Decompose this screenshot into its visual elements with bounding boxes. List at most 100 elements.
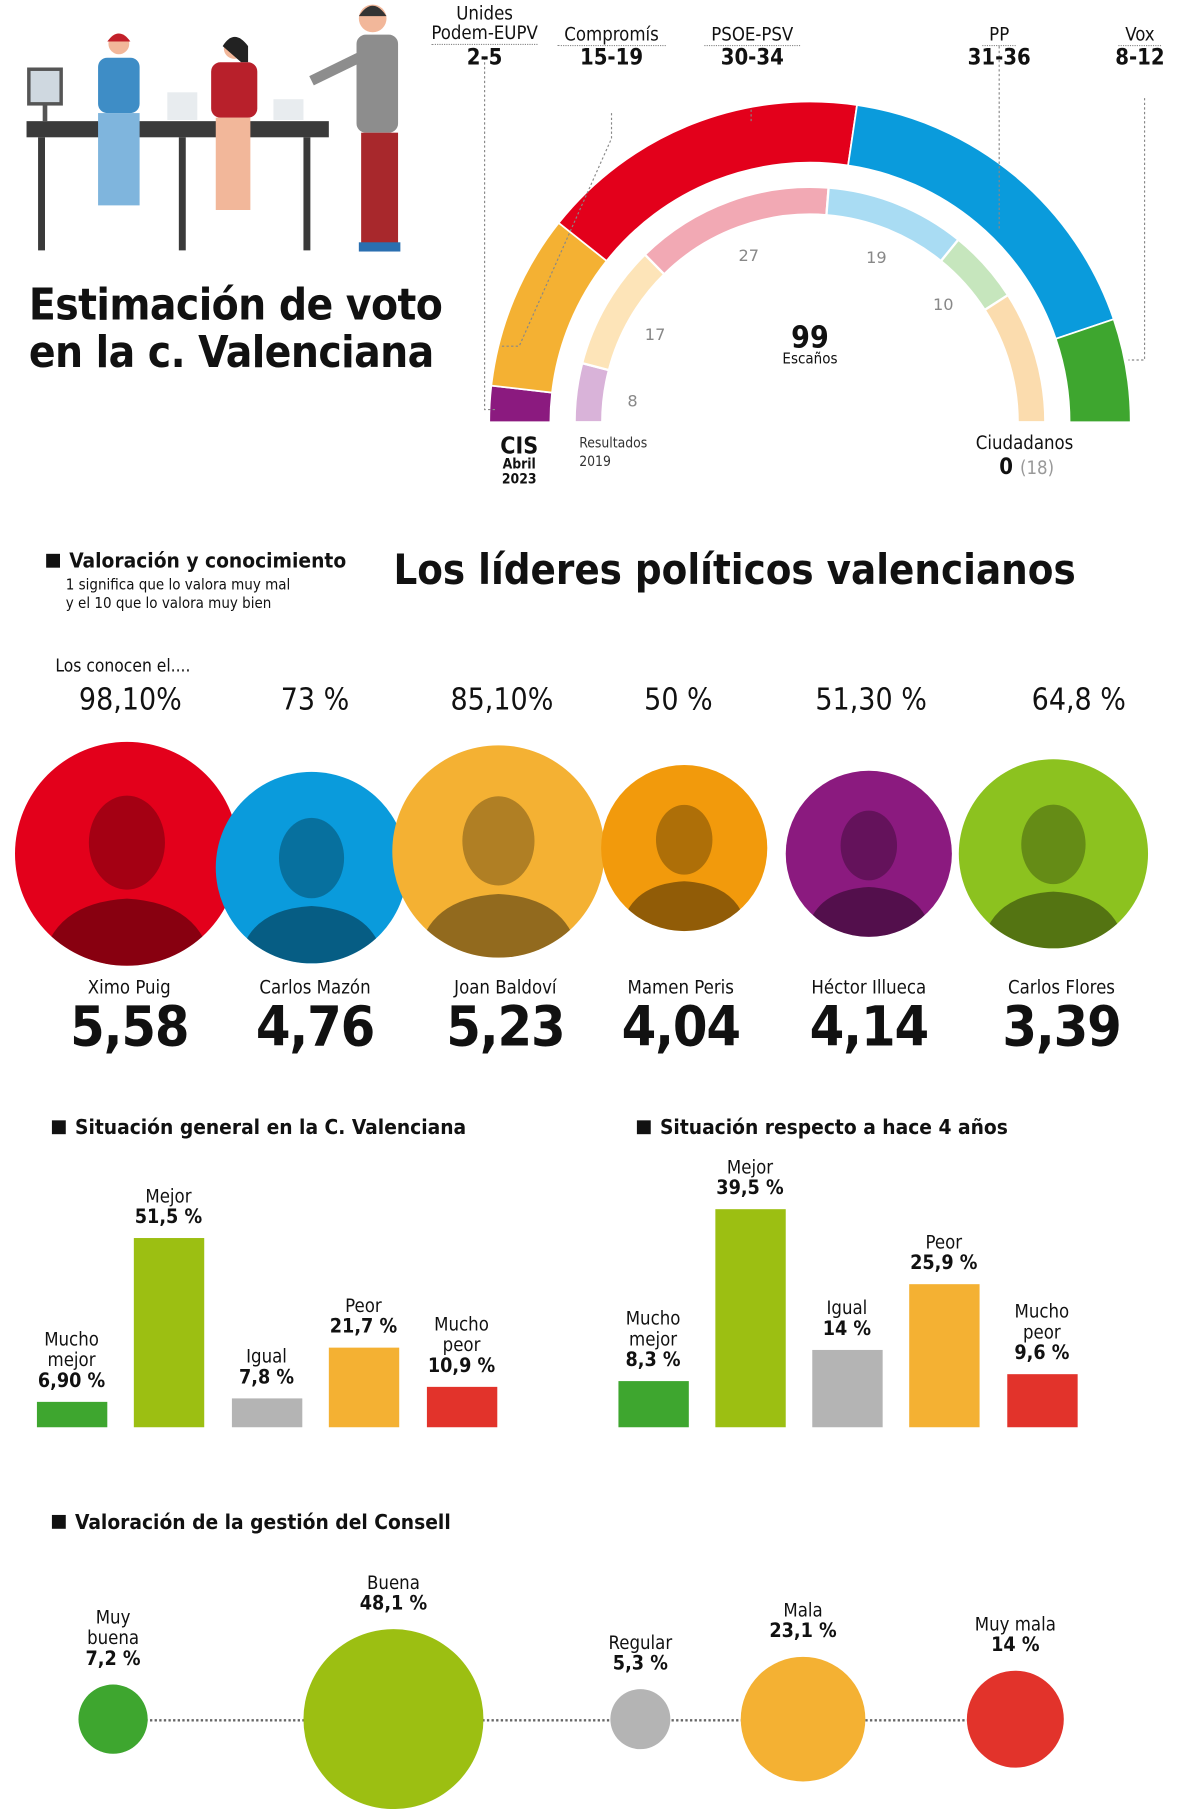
bar <box>36 1401 108 1428</box>
party-label-line-1: Unides <box>456 2 513 25</box>
bubble <box>303 1629 484 1809</box>
results-label-2: 2019 <box>579 453 611 470</box>
title-line-1: Estimación de voto <box>28 279 443 330</box>
bubble-category-label: buena <box>87 1626 140 1649</box>
bubble-value-label: 14 % <box>991 1633 1040 1657</box>
bar-value-label: 8,3 % <box>625 1349 681 1373</box>
bar <box>812 1349 883 1428</box>
party-label: PSOE-PSV <box>704 24 801 47</box>
leader-name: Joan Baldoví <box>454 976 557 999</box>
party-seat-range: 2-5 <box>466 44 503 71</box>
result-2019-label: 8 <box>627 392 637 411</box>
bar-value-label: 25,9 % <box>910 1251 978 1275</box>
bubble <box>610 1689 671 1750</box>
party-seat-range: 8-12 <box>1115 44 1165 71</box>
leader-score: 4,76 <box>255 994 375 1060</box>
party-label: PP <box>982 24 1017 47</box>
leader-photo <box>958 759 1149 949</box>
leader-score: 3,39 <box>1002 994 1121 1060</box>
bar <box>231 1398 303 1428</box>
bar <box>1007 1374 1078 1428</box>
source-date-month: Abril <box>502 455 536 472</box>
bar-category-label: Mucho <box>44 1328 99 1351</box>
bar-category-label: Igual <box>826 1296 868 1319</box>
bar <box>715 1208 786 1428</box>
party-seat-range: 30-34 <box>720 44 784 71</box>
title-line-2: en la c. Valenciana <box>28 326 434 378</box>
bar-category-label: Mucho <box>434 1313 489 1336</box>
leader-line <box>1128 98 1146 361</box>
bar-value-label: 9,6 % <box>1014 1341 1070 1365</box>
leader-known-pct: 51,30 % <box>815 683 927 718</box>
leader-score: 5,23 <box>446 994 565 1060</box>
leader-line <box>484 57 497 411</box>
seat-arc-4 <box>1054 318 1132 424</box>
bar-chart-2-title: Situación respecto a hace 4 años <box>636 1116 1008 1140</box>
bar-chart-1-title: Situación general en la C. Valenciana <box>51 1116 466 1140</box>
cs-value: 0 <box>999 454 1013 480</box>
bar-category-label: Mejor <box>726 1155 774 1178</box>
bar-category-label: Peor <box>925 1231 963 1253</box>
leader-name: Ximo Puig <box>87 976 171 999</box>
bubble-value-label: 5,3 % <box>612 1652 668 1676</box>
bar <box>328 1347 400 1428</box>
bar-value-label: 7,8 % <box>238 1366 295 1390</box>
bar-value-label: 51,5 % <box>134 1205 203 1230</box>
leader-score: 5,58 <box>70 994 189 1060</box>
polling-station-illustration <box>26 4 401 252</box>
leader-photo <box>785 770 952 937</box>
leader-known-pct: 98,10% <box>78 683 182 718</box>
result-2019-label: 27 <box>739 246 760 265</box>
leader-name: Mamen Peris <box>627 976 734 999</box>
bubble-chart-title: Valoración de la gestión del Consell <box>51 1510 451 1535</box>
source-date-year: 2023 <box>501 470 537 487</box>
bar-value-label: 10,9 % <box>427 1354 496 1379</box>
bubble-value-label: 7,2 % <box>85 1647 141 1671</box>
leader-known-pct: 50 % <box>644 683 713 718</box>
party-label: Podem-EUPV <box>431 21 538 45</box>
bubble-category-label: Muy <box>95 1605 131 1628</box>
bubble <box>966 1670 1064 1768</box>
leaders-note-2: y el 10 que lo valora muy bien <box>65 595 272 613</box>
bubble <box>78 1684 148 1754</box>
results-label-1: Resultados <box>579 434 648 452</box>
bar-category-label: peor <box>1023 1321 1061 1344</box>
bar-category-label: Mejor <box>145 1185 192 1208</box>
bar-category-label: Igual <box>246 1345 287 1368</box>
leader-photo <box>215 771 408 964</box>
source-label: CIS <box>500 431 539 460</box>
parliament-chart: 8 17 27 19 10 <box>484 46 1146 424</box>
leaders-title: Los líderes políticos valencianos <box>393 546 1076 595</box>
bar <box>426 1387 498 1428</box>
bar-value-label: 14 % <box>822 1317 872 1341</box>
bar-category-label: Peor <box>345 1294 382 1317</box>
bar-category-label: mejor <box>629 1328 678 1351</box>
bar-category-label: Mucho <box>1014 1300 1070 1323</box>
bar <box>133 1238 205 1428</box>
seats-label: Escaños <box>782 350 838 369</box>
leader-known-pct: 73 % <box>280 683 350 718</box>
bar-category-label: peor <box>442 1334 481 1357</box>
result-2019-arc-5 <box>983 293 1047 424</box>
result-2019-arc-3 <box>825 186 961 263</box>
leader-photo <box>14 741 239 966</box>
bubble-category-label: Regular <box>608 1631 673 1654</box>
result-2019-arc-0 <box>573 361 611 424</box>
bar-value-label: 21,7 % <box>329 1315 398 1339</box>
bubble-value-label: 48,1 % <box>359 1592 428 1616</box>
party-label: Vox <box>1118 24 1162 47</box>
bar-value-label: 39,5 % <box>716 1176 784 1200</box>
leader-name: Carlos Flores <box>1008 976 1115 999</box>
bubble-category-label: Muy mala <box>974 1612 1056 1635</box>
leader-known-pct: 85,10% <box>450 683 554 718</box>
bubble-category-label: Mala <box>783 1599 823 1622</box>
known-label: Los conocen el.... <box>55 655 191 677</box>
bubble-value-label: 23,1 % <box>769 1619 837 1643</box>
leader-score: 4,14 <box>809 994 929 1060</box>
leader-photo <box>392 745 605 958</box>
bar <box>618 1381 689 1428</box>
leaders-note-1: 1 significa que lo valora muy mal <box>65 576 291 595</box>
leader-photo <box>601 764 768 932</box>
bar-value-label: 6,90 % <box>37 1369 106 1393</box>
leader-name: Carlos Mazón <box>259 976 371 999</box>
